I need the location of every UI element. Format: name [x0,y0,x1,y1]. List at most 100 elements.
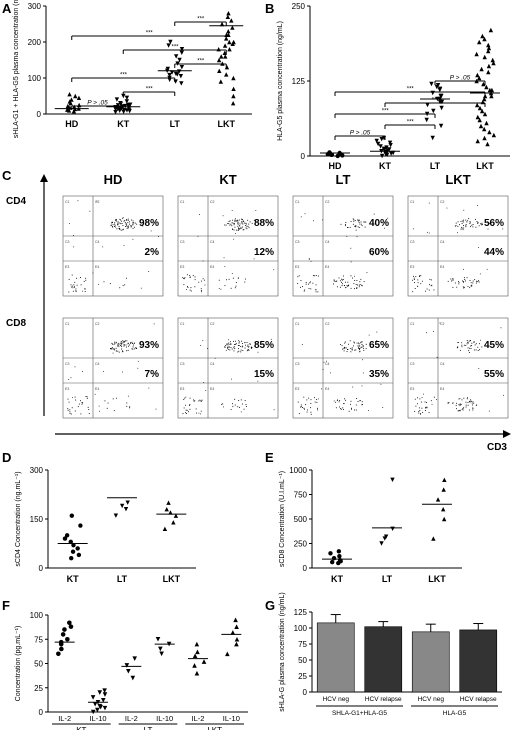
cell-dot [202,278,204,280]
cell-dot [450,280,452,282]
cell-dot [343,346,345,348]
cell-dot [114,341,116,343]
cell-dot [298,275,300,277]
gate-label: C3 [65,240,70,244]
cell-dot [488,410,490,412]
cell-dot [348,284,350,286]
cell-dot [353,219,355,221]
cell-dot [244,400,246,401]
cell-dot [387,217,389,219]
cell-dot [334,281,336,283]
cell-dot [73,286,75,288]
data-point [234,641,239,647]
cell-dot [466,398,468,400]
x-tick-label: HCV relapse [460,696,497,703]
cell-dot [315,275,317,276]
significance-label: *** [120,73,128,79]
cell-dot [457,410,459,412]
data-point [65,103,71,109]
cell-dot [82,290,83,292]
cell-dot [306,411,308,413]
y-tick-label: 125 [292,77,306,86]
data-point [442,477,447,482]
cell-dot [462,229,464,231]
cell-dot [466,343,468,345]
cell-dot [304,213,306,215]
cell-dot [351,349,353,351]
cell-dot [224,347,226,348]
cell-dot [489,223,491,224]
cell-dot [460,403,462,405]
data-point [482,96,487,102]
cell-dot [251,222,253,224]
cell-dot [428,412,430,413]
data-point [195,649,200,655]
data-point [482,126,487,132]
y-tick-label: 75 [34,635,43,644]
data-point [230,630,236,635]
cell-dot [357,219,359,221]
gate-percent-upper: 88% [254,218,274,229]
cell-dot [315,284,317,286]
cell-dot [425,407,427,409]
cell-dot [343,409,344,411]
cell-dot [345,222,347,223]
cell-dot [361,404,363,406]
cell-dot [239,228,240,230]
cell-dot [84,288,86,290]
panel-g-bar: 0 25 50 75 100 125 sHLA-G plasma concentration… [279,592,502,717]
x-tick-label: LT [382,574,393,584]
cell-dot [359,351,361,353]
cell-dot [349,340,351,342]
cell-dot [429,278,431,280]
cell-dot [257,380,259,382]
data-point [437,86,443,91]
cell-dot [132,348,134,350]
cell-dot [140,287,142,289]
cell-dot [186,274,188,276]
cell-dot [350,287,352,289]
cell-dot [81,403,83,405]
cell-dot [76,277,77,279]
cell-dot [122,225,124,226]
column-label: HD [104,172,123,187]
cell-dot [244,281,246,283]
data-point [216,57,222,63]
cell-dot [200,288,202,290]
cell-dot [305,283,307,285]
cell-dot [185,409,187,411]
cell-dot [345,347,347,349]
cell-dot [222,215,224,217]
cell-dot [312,275,314,277]
cell-dot [232,219,233,221]
cell-dot [477,222,479,224]
cell-dot [111,221,113,223]
cell-dot [182,277,184,279]
cell-dot [462,286,464,288]
cell-dot [248,346,250,348]
cell-dot [242,223,244,225]
cell-dot [125,226,127,227]
data-point [379,153,385,159]
cell-dot [348,410,350,412]
cell-dot [353,345,354,347]
data-point [481,81,486,87]
cell-dot [469,287,471,289]
cell-dot [358,284,360,286]
cell-dot [308,288,310,289]
data-point [219,21,225,27]
cell-dot [246,225,248,227]
cell-dot [220,288,222,290]
cell-dot [347,227,348,228]
cell-dot [418,412,420,414]
cell-dot [360,221,362,223]
cell-dot [107,402,109,404]
cell-dot [361,401,363,403]
data-point [431,108,436,114]
cell-dot [360,342,362,344]
cell-dot [346,236,348,237]
cell-dot [119,228,121,230]
panel-f-scatter: 0 25 50 75 100 Concentration (pg.mL⁻¹) IL-2 IL-… [15,611,248,730]
cell-dot [126,225,128,227]
gate-label: C2 [210,322,215,326]
